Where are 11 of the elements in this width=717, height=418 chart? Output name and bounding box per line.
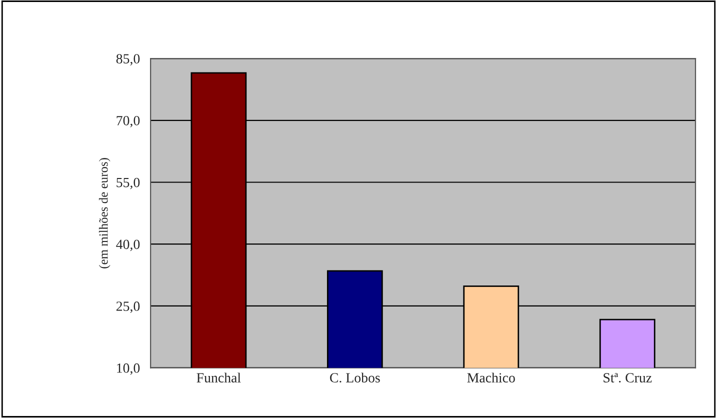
x-tick-label: Stª. Cruz bbox=[604, 373, 652, 383]
y-tick-label: 40,0 bbox=[116, 240, 140, 252]
x-tick-label: Machico bbox=[467, 372, 515, 382]
y-tick-label: 70,0 bbox=[116, 116, 140, 128]
y-tick-label: 55,0 bbox=[116, 178, 140, 190]
y-tick-label: 85,0 bbox=[116, 54, 140, 66]
y-tick-label: 25,0 bbox=[116, 302, 140, 313]
x-tick-label: Funchal bbox=[196, 372, 241, 382]
y-tick-label: 10,0 bbox=[117, 363, 140, 375]
y-axis-title: (em milhões de euros) bbox=[98, 158, 110, 268]
x-tick-label: C. Lobos bbox=[330, 372, 380, 383]
